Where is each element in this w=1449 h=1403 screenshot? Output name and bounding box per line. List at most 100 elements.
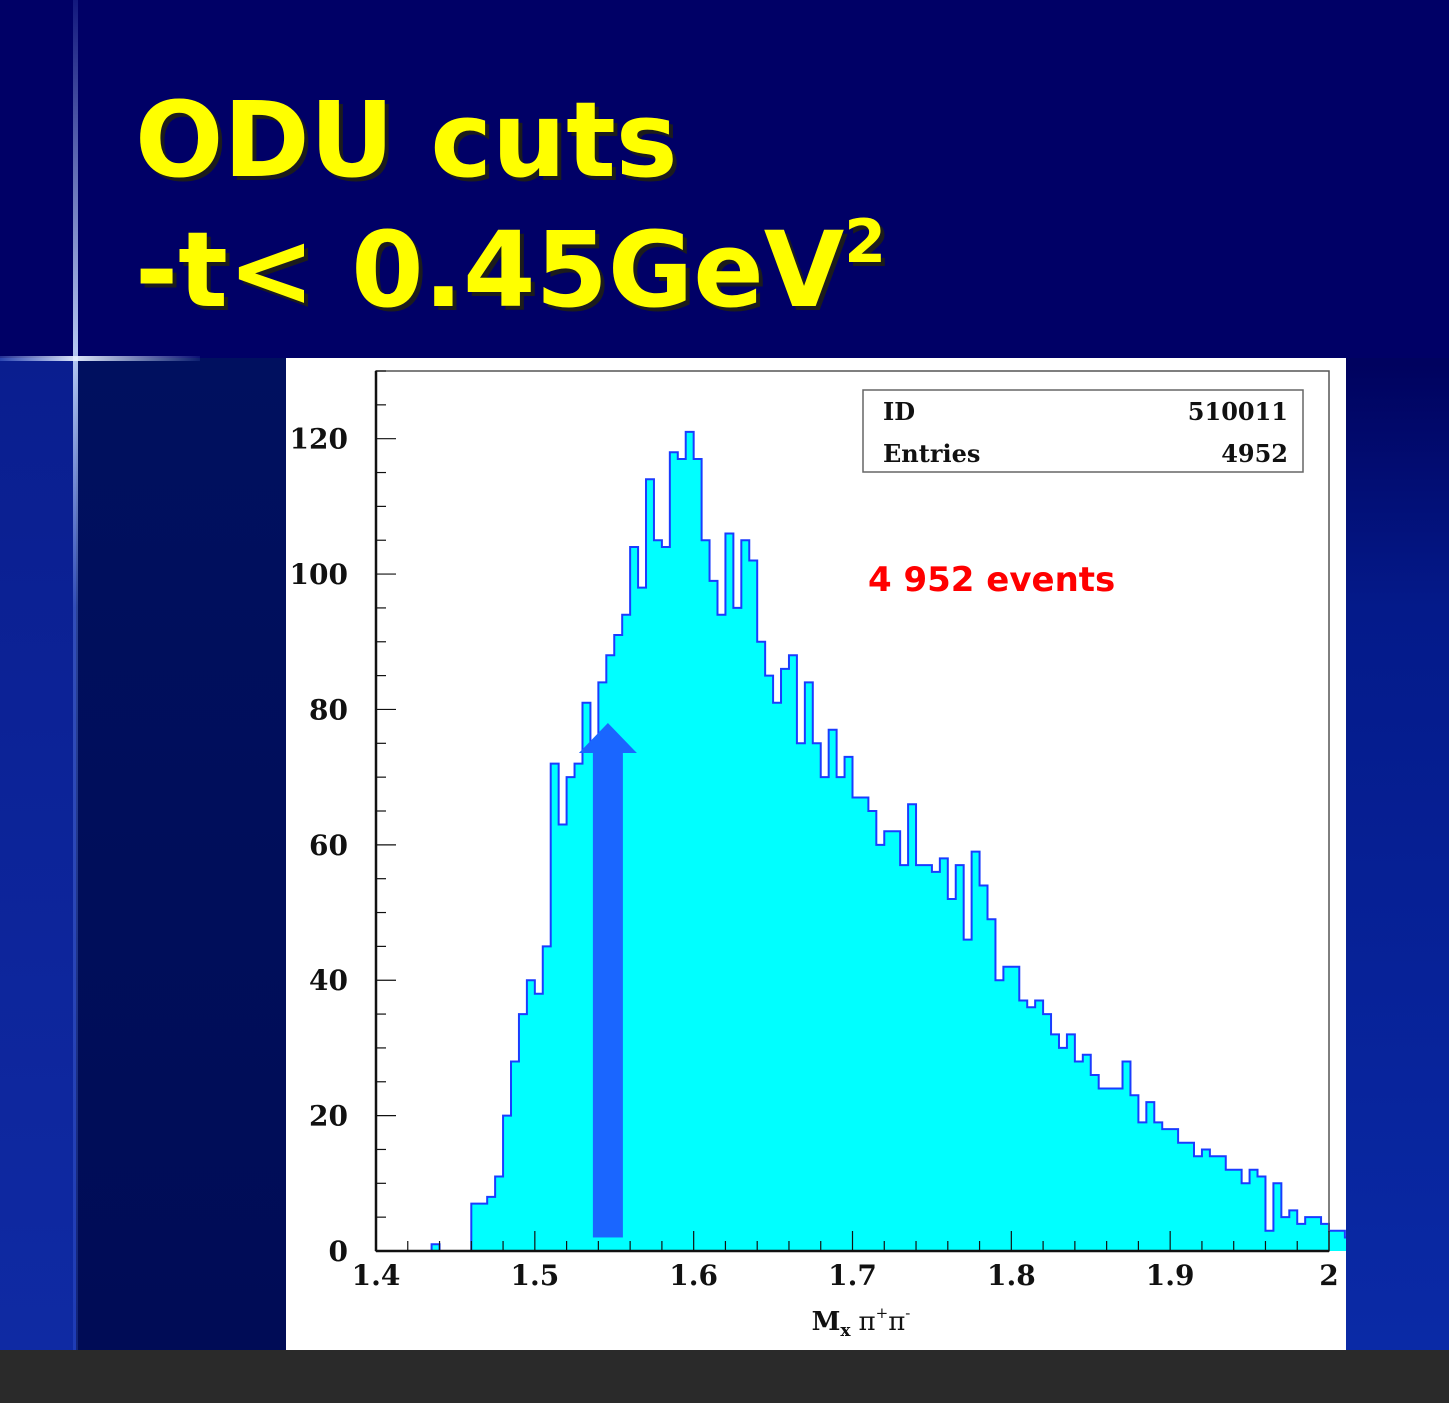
histogram-bar (566, 777, 576, 1251)
histogram-bar (558, 824, 568, 1251)
histogram-bar (963, 939, 973, 1251)
title-band (0, 0, 1449, 358)
histogram-bar (661, 547, 671, 1251)
x-axis-title-subscript: x (840, 1321, 851, 1341)
histogram-bar (1297, 1223, 1306, 1251)
histogram-bar (487, 1196, 496, 1251)
histogram-bar (812, 743, 822, 1251)
histogram-bar (1170, 1129, 1179, 1251)
title-cut-text: -t< 0.45GeV (135, 209, 845, 331)
y-tick-label: 80 (309, 693, 348, 726)
histogram-bar (1154, 1122, 1163, 1251)
x-tick-label: 1.9 (1146, 1259, 1195, 1292)
histogram-bar (1313, 1217, 1322, 1251)
histogram-bar (749, 560, 758, 1251)
histogram-bar (741, 540, 750, 1251)
histogram-bar (1201, 1149, 1211, 1251)
histogram-bar (820, 777, 830, 1251)
histogram-bar (701, 540, 711, 1251)
histogram-bar (677, 459, 687, 1251)
histogram-bar (955, 865, 965, 1251)
histogram-bar (495, 1176, 504, 1251)
histogram-bar (1122, 1061, 1132, 1251)
histogram-bar (693, 459, 703, 1251)
histogram-bar (1082, 1054, 1092, 1251)
histogram-bar (971, 851, 981, 1251)
histogram-bar (1329, 1230, 1338, 1251)
histogram-bar (1138, 1122, 1147, 1251)
histogram-bar (923, 865, 933, 1251)
histogram-bar (574, 763, 584, 1251)
histogram-bar (1019, 1000, 1028, 1251)
event-count-annotation: 4 952 events (868, 560, 1115, 600)
histogram-bar (931, 871, 941, 1251)
histogram-bar (757, 641, 766, 1251)
histogram-bar (669, 452, 679, 1251)
histogram-bar (1321, 1223, 1330, 1251)
histogram-bar (1090, 1075, 1100, 1251)
histogram-bar (1193, 1156, 1203, 1251)
histogram-bar (1209, 1156, 1219, 1251)
histogram-outline (376, 430, 1346, 1252)
y-tick-label: 60 (309, 829, 348, 862)
histogram-bar (773, 702, 782, 1251)
peak-arrow-head (578, 723, 637, 753)
histogram-bar (1011, 966, 1020, 1251)
stats-box-frame (862, 389, 1304, 473)
x-tick-label: 1.8 (987, 1259, 1036, 1292)
y-tick-label: 0 (329, 1235, 348, 1268)
histogram-bar (1098, 1088, 1108, 1251)
histogram-bar (987, 919, 997, 1251)
histogram-bar (479, 1203, 488, 1251)
histogram-bar (471, 1203, 480, 1251)
stats-value-id: 510011 (1188, 397, 1288, 426)
histogram-bar (638, 587, 647, 1251)
histogram-bar (1178, 1142, 1187, 1251)
histogram-bar (1225, 1169, 1235, 1251)
histogram-bar (892, 831, 901, 1251)
y-tick-label: 120 (290, 423, 348, 456)
histogram-bar (1186, 1142, 1195, 1251)
histogram-bar (979, 885, 989, 1251)
histogram-bar (1241, 1183, 1251, 1251)
histogram-bar (511, 1061, 520, 1251)
histogram-bar (947, 899, 957, 1251)
x-tick-label: 1.4 (352, 1259, 401, 1292)
histogram-bar (1051, 1034, 1060, 1251)
histogram-bar (685, 431, 695, 1251)
histogram-bar (844, 756, 854, 1251)
histogram-bar (1003, 966, 1012, 1251)
histogram-bar (908, 804, 917, 1251)
histogram-bar (503, 1115, 512, 1251)
side-strip (0, 358, 76, 1350)
x-tick-label: 1.6 (669, 1259, 718, 1292)
x-tick-label: 2 (1319, 1259, 1338, 1292)
histogram-bar (709, 580, 719, 1251)
histogram-bar (900, 865, 909, 1251)
histogram-bar (781, 668, 790, 1251)
slide-background: ODU cuts -t< 0.45GeV2 1.4 1.5 1.6 1.7 1.8 1.9… (0, 0, 1449, 1350)
x-axis-title-plus-sup: + (876, 1304, 889, 1322)
histogram-bar (876, 844, 885, 1251)
x-axis-title-pi-plus: π (859, 1307, 876, 1337)
histogram-bar (1027, 1007, 1036, 1251)
histogram-bar (1146, 1102, 1155, 1251)
histogram-bar (788, 655, 798, 1251)
y-tick-label: 100 (290, 558, 348, 591)
stats-value-entries: 4952 (1221, 439, 1288, 468)
histogram-bar (733, 607, 742, 1251)
histogram-bar (836, 777, 846, 1251)
y-tick-label: 40 (309, 964, 348, 997)
stats-box: ID 510011 Entries 4952 (862, 389, 1304, 473)
histogram-bar (1114, 1088, 1124, 1251)
histogram-bar (534, 993, 544, 1251)
histogram-bar (653, 540, 663, 1251)
histogram-bar (1336, 1230, 1346, 1251)
histogram-bar (765, 675, 774, 1251)
x-tick-label: 1.5 (510, 1259, 559, 1292)
histogram-bar (542, 946, 552, 1251)
histogram-bar (1106, 1088, 1116, 1251)
histogram-bar (939, 858, 949, 1251)
histogram-bar (852, 797, 862, 1251)
